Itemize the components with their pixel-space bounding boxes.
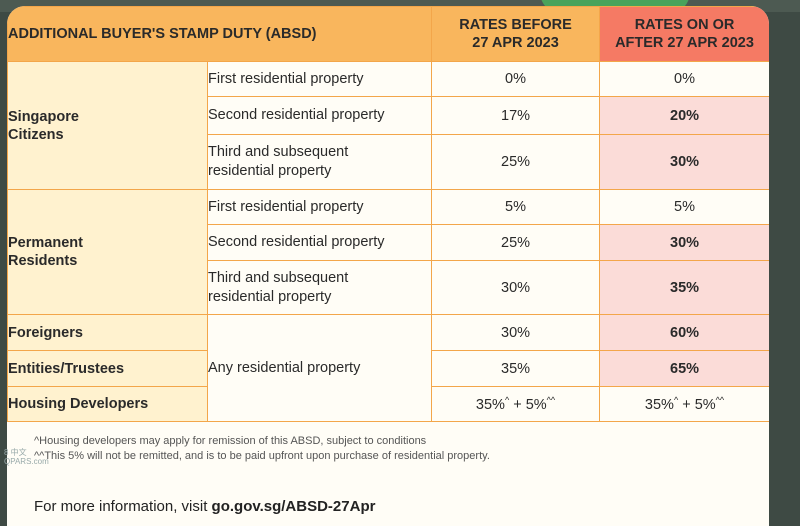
group-housing-developers: Housing Developers bbox=[7, 386, 208, 422]
rate-before: 0% bbox=[431, 61, 601, 97]
property-second: Second residential property bbox=[206, 96, 433, 135]
table-row: Entities/Trustees 35% 65% bbox=[7, 350, 769, 387]
property-third-line2: residential property bbox=[208, 163, 332, 179]
table-title: ADDITIONAL BUYER'S STAMP DUTY (ABSD) bbox=[7, 6, 433, 62]
property-third: Third and subsequent residential propert… bbox=[206, 134, 433, 190]
more-info-text: For more information, visit bbox=[34, 498, 212, 515]
dev-before-rate: 35% bbox=[475, 396, 505, 413]
header-rates-before: RATES BEFORE 27 APR 2023 bbox=[431, 6, 601, 62]
property-second: Second residential property bbox=[206, 224, 433, 261]
dev-before-plus: + 5% bbox=[509, 396, 547, 413]
rate-after-developers: 35%^ + 5%^^ bbox=[599, 386, 769, 422]
property-any: Any residential property bbox=[206, 314, 433, 422]
table-row: Singapore Citizens First residential pro… bbox=[7, 61, 769, 190]
rate-before-developers: 35%^ + 5%^^ bbox=[431, 386, 601, 422]
table-row: Second residential property 17% 20% bbox=[8, 96, 769, 135]
group-sc-line1: Singapore bbox=[8, 108, 79, 125]
property-third-line1: Third and subsequent bbox=[208, 144, 349, 160]
footnote-2: ^^This 5% will not be remitted, and is t… bbox=[34, 450, 490, 462]
absd-card: ADDITIONAL BUYER'S STAMP DUTY (ABSD) RAT… bbox=[7, 6, 769, 526]
header-rates-after: RATES ON OR AFTER 27 APR 2023 bbox=[599, 6, 769, 62]
rate-after-highlighted: 30% bbox=[599, 134, 769, 190]
more-info-link[interactable]: go.gov.sg/ABSD-27Apr bbox=[211, 498, 376, 515]
table-row: Third and subsequent residential propert… bbox=[8, 260, 769, 315]
table-row: Housing Developers 35%^ + 5%^^ 35%^ + 5%… bbox=[7, 386, 769, 422]
table-header-row: ADDITIONAL BUYER'S STAMP DUTY (ABSD) RAT… bbox=[7, 6, 769, 62]
rate-after-highlighted: 65% bbox=[599, 350, 769, 387]
rate-before: 5% bbox=[431, 189, 601, 225]
rate-after: 5% bbox=[599, 189, 769, 225]
table-row: Second residential property 25% 30% bbox=[8, 224, 769, 261]
dev-after-mark: ^ bbox=[673, 395, 679, 406]
rate-after-highlighted: 60% bbox=[599, 314, 769, 351]
group-singapore-citizens: Singapore Citizens bbox=[7, 61, 208, 190]
table-row: Foreigners Any residential property 30% … bbox=[7, 314, 769, 422]
rate-before: 17% bbox=[431, 96, 601, 135]
header-after-line1: RATES ON OR bbox=[634, 17, 735, 33]
property-third-line1: Third and subsequent bbox=[208, 269, 349, 286]
property-third: Third and subsequent residential propert… bbox=[206, 260, 433, 315]
rate-after: 0% bbox=[599, 61, 769, 97]
rate-after-highlighted: 30% bbox=[599, 224, 769, 261]
dev-after-plus: + 5% bbox=[678, 396, 716, 413]
property-third-line2: residential property bbox=[208, 288, 332, 305]
property-first: First residential property bbox=[206, 61, 433, 97]
rate-before: 30% bbox=[431, 260, 601, 315]
rate-before: 25% bbox=[431, 134, 601, 190]
group-foreigners: Foreigners bbox=[7, 314, 208, 351]
dev-before-mark2: ^^ bbox=[546, 395, 556, 406]
group-permanent-residents: Permanent Residents bbox=[7, 189, 208, 315]
group-sc-line2: Citizens bbox=[8, 126, 64, 143]
group-pr-line2: Residents bbox=[8, 253, 78, 269]
table-row: Permanent Residents First residential pr… bbox=[7, 189, 769, 315]
watermark: 8 中文 QPARS.com bbox=[4, 448, 49, 466]
header-after-line2: AFTER 27 APR 2023 bbox=[615, 35, 754, 51]
dev-before-mark: ^ bbox=[504, 395, 510, 406]
rate-before: 25% bbox=[431, 224, 601, 261]
footnotes: ^Housing developers may apply for remiss… bbox=[34, 434, 754, 464]
rate-after-highlighted: 35% bbox=[599, 260, 769, 315]
dev-after-rate: 35% bbox=[644, 396, 674, 413]
table-row: Third and subsequent residential propert… bbox=[8, 134, 769, 190]
rate-before: 30% bbox=[431, 314, 601, 351]
property-first: First residential property bbox=[206, 189, 433, 225]
more-info: For more information, visit go.gov.sg/AB… bbox=[34, 498, 375, 515]
group-entities-trustees: Entities/Trustees bbox=[7, 350, 208, 387]
header-before-line1: RATES BEFORE bbox=[459, 17, 572, 33]
absd-table: ADDITIONAL BUYER'S STAMP DUTY (ABSD) RAT… bbox=[7, 6, 769, 422]
dev-after-mark2: ^^ bbox=[715, 395, 725, 406]
header-before-line2: 27 APR 2023 bbox=[472, 35, 559, 51]
group-pr-line1: Permanent bbox=[8, 235, 83, 251]
footnote-1: ^Housing developers may apply for remiss… bbox=[34, 435, 427, 447]
rate-after-highlighted: 20% bbox=[599, 96, 769, 135]
rate-before: 35% bbox=[431, 350, 601, 387]
